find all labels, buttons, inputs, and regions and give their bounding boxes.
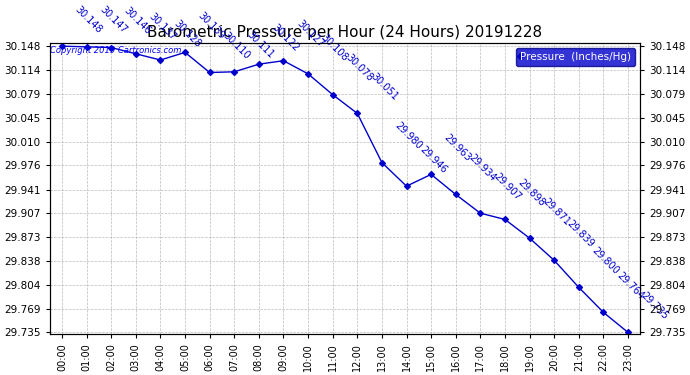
Text: 30.108: 30.108: [319, 32, 350, 63]
Pressure  (Inches/Hg): [107, 45, 115, 50]
Text: Copyright 2019 Cartronics.com: Copyright 2019 Cartronics.com: [50, 46, 181, 55]
Text: 29.800: 29.800: [590, 245, 621, 276]
Pressure  (Inches/Hg): [451, 192, 460, 197]
Line: Pressure  (Inches/Hg): Pressure (Inches/Hg): [60, 44, 630, 334]
Pressure  (Inches/Hg): [476, 211, 484, 216]
Text: 30.147: 30.147: [98, 5, 128, 36]
Pressure  (Inches/Hg): [58, 44, 66, 48]
Pressure  (Inches/Hg): [501, 217, 509, 222]
Text: 30.111: 30.111: [246, 30, 276, 61]
Pressure  (Inches/Hg): [624, 330, 632, 334]
Text: 29.980: 29.980: [393, 120, 424, 152]
Text: 30.110: 30.110: [221, 30, 252, 62]
Pressure  (Inches/Hg): [575, 285, 583, 290]
Pressure  (Inches/Hg): [328, 92, 337, 97]
Pressure  (Inches/Hg): [304, 72, 313, 76]
Pressure  (Inches/Hg): [206, 70, 214, 75]
Text: 29.963: 29.963: [442, 132, 473, 163]
Text: 30.146: 30.146: [122, 6, 153, 36]
Text: 29.934: 29.934: [467, 153, 497, 183]
Text: 30.051: 30.051: [368, 71, 400, 102]
Pressure  (Inches/Hg): [599, 310, 607, 315]
Pressure  (Inches/Hg): [402, 184, 411, 188]
Text: 29.735: 29.735: [639, 290, 670, 321]
Pressure  (Inches/Hg): [157, 58, 165, 62]
Text: 30.128: 30.128: [172, 18, 202, 49]
Pressure  (Inches/Hg): [279, 58, 288, 63]
Pressure  (Inches/Hg): [427, 172, 435, 177]
Text: 29.946: 29.946: [417, 144, 448, 175]
Text: 30.078: 30.078: [344, 53, 375, 84]
Pressure  (Inches/Hg): [230, 69, 239, 74]
Pressure  (Inches/Hg): [353, 111, 362, 116]
Text: 29.871: 29.871: [541, 196, 572, 227]
Pressure  (Inches/Hg): [255, 62, 263, 66]
Pressure  (Inches/Hg): [181, 50, 189, 55]
Text: 29.764: 29.764: [615, 270, 646, 301]
Pressure  (Inches/Hg): [132, 51, 140, 56]
Text: 30.137: 30.137: [147, 12, 178, 43]
Text: 29.839: 29.839: [565, 218, 596, 249]
Pressure  (Inches/Hg): [83, 45, 91, 49]
Text: 30.127: 30.127: [295, 19, 326, 50]
Text: 29.898: 29.898: [516, 177, 547, 209]
Pressure  (Inches/Hg): [550, 258, 558, 262]
Text: 30.122: 30.122: [270, 22, 301, 53]
Title: Barometric Pressure per Hour (24 Hours) 20191228: Barometric Pressure per Hour (24 Hours) …: [148, 25, 542, 40]
Text: 30.148: 30.148: [73, 4, 104, 35]
Pressure  (Inches/Hg): [377, 160, 386, 165]
Pressure  (Inches/Hg): [525, 236, 533, 240]
Legend: Pressure  (Inches/Hg): Pressure (Inches/Hg): [515, 48, 635, 66]
Text: 30.139: 30.139: [196, 10, 227, 41]
Text: 29.907: 29.907: [491, 171, 522, 202]
